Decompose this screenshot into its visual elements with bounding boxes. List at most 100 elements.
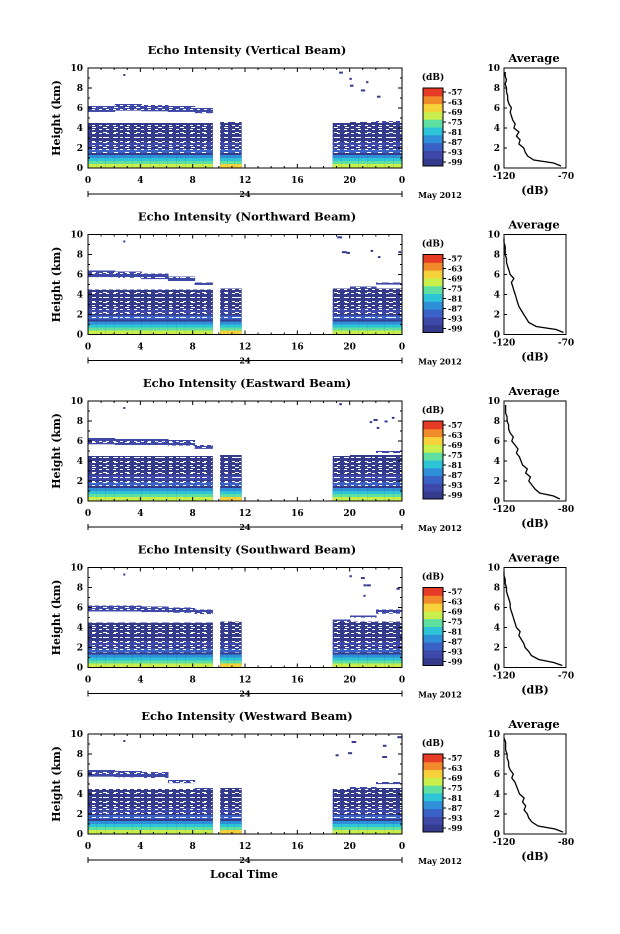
colorbar-cell [423,642,443,651]
x-tick-label: 16 [291,176,304,186]
echo-cell [194,824,205,827]
average-y-tick-label: 6 [494,770,500,780]
colorbar-tick-label: -87 [448,470,462,480]
echo-cell [96,497,107,501]
echo-cell [375,330,386,335]
echo-cell [114,821,125,824]
average-frame [503,67,567,169]
x-tick-label: 4 [137,343,143,353]
echo-speck [123,240,126,243]
echo-cell [234,164,242,168]
echo-cell [141,488,151,491]
echo-cell [384,324,394,328]
echo-cell [123,327,133,331]
colorbar-cell [423,444,443,453]
echo-cell [159,663,169,668]
echo-cell [393,161,402,164]
average-y-tick-label: 6 [494,104,500,114]
y-tick-label: 6 [77,604,83,614]
average-x-tick-label: -120 [493,672,516,682]
y-tick-label: 2 [77,311,83,321]
echo-cell [358,164,368,168]
echo-cell [185,488,196,491]
echo-speck [346,251,350,254]
echo-cell [123,497,133,501]
colorbar-cell [423,270,443,279]
echo-cell [114,164,125,168]
echo-cell [176,657,187,661]
colorbar-tick-label: -63 [448,97,463,107]
echo-cell [123,494,133,497]
average-y-tick-label: 6 [494,604,500,614]
echo-cell [375,491,386,494]
colorbar-cell [423,777,443,786]
average-y-tick-label: 2 [494,810,500,820]
colorbar-cell [423,483,443,492]
y-tick-label: 10 [70,64,83,74]
echo-cell [194,488,205,491]
echo-cell [393,321,402,325]
echo-cell [150,660,160,664]
colorbar-cell [423,618,443,627]
echo-cell [358,488,368,491]
echo-cell [341,155,351,158]
echo-cell [341,327,351,331]
echo-cell [150,164,160,168]
x-tick-label: 0 [85,176,91,186]
echo-cell [194,161,205,164]
echo-cell [141,663,151,668]
echo-cell [332,660,342,664]
echo-cell [88,660,98,664]
echo-cell [194,158,205,161]
echo-cell [332,164,342,168]
echo-cell [349,330,360,335]
echo-speck [339,403,342,406]
echo-speck [351,741,357,744]
x-tick-label: 8 [190,842,196,852]
y-tick-label: 0 [77,164,83,174]
echo-cell [349,161,360,164]
colorbar-cell [423,324,443,333]
average-x-tick-label: -70 [558,339,574,349]
echo-cell [114,327,125,331]
echo-cell [123,488,133,491]
echo-cell [105,158,116,161]
echo-cell [105,324,116,328]
echo-cell [96,324,107,328]
y-axis-label: Height (km) [50,80,63,156]
echo-speck [373,418,378,421]
echo-cell [375,494,386,497]
echo-cell [123,158,133,161]
x-tick-label: 16 [291,676,304,686]
colorbar-cell [423,785,443,794]
echo-cell [203,488,213,491]
echo-cell [141,330,151,335]
echo-cell [185,164,196,168]
average-y-tick-label: 10 [487,64,500,74]
echo-cell [332,488,342,491]
echo-speck [349,77,352,80]
echo-cell [332,155,342,158]
echo-cell [349,327,360,331]
echo-cell [159,824,169,827]
echo-cell [123,330,133,335]
echo-cell [220,821,228,824]
echo-cell [150,830,160,834]
x-tick-label: 8 [190,176,196,186]
echo-cell [159,330,169,335]
echo-cell [159,821,169,824]
echo-cell [358,654,368,658]
echo-cell [132,158,142,161]
x-tick-label: 16 [291,343,304,353]
echo-cell [367,321,377,325]
echo-cell [96,494,107,497]
x-tick-label: 4 [137,509,143,519]
echo-cell [114,824,125,827]
echo-cell [375,657,386,661]
echo-cell [203,491,213,494]
echo-cell [114,654,125,658]
echo-cell [150,321,160,325]
echo-cell [220,155,228,158]
average-y-tick-label: 4 [494,457,500,467]
echo-cell [227,330,235,335]
